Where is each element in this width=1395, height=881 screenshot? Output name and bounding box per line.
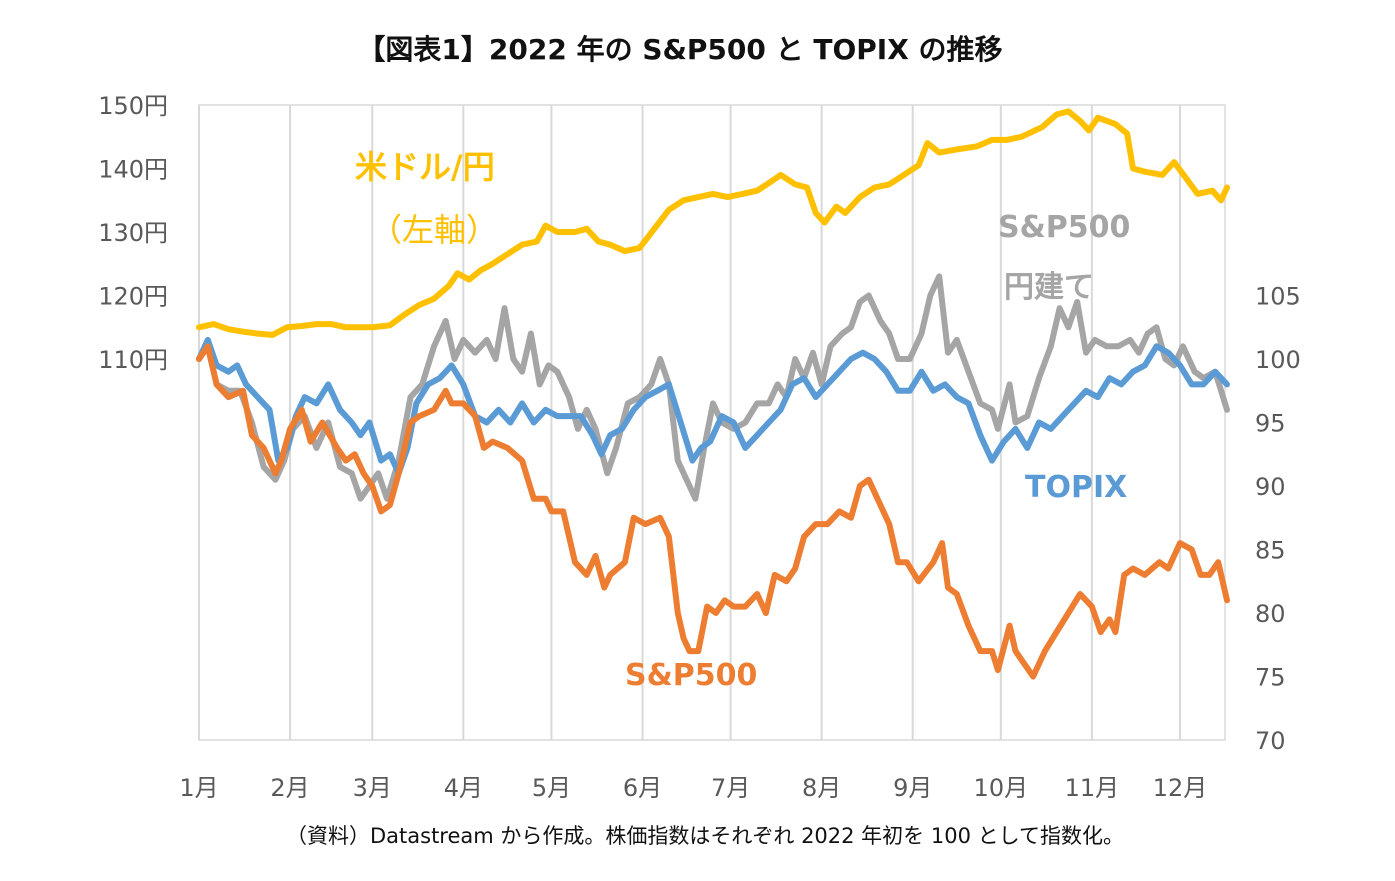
legend-sp500-yen-label: S&P500 (998, 210, 1131, 245)
chart-title: 【図表1】2022 年の S&P500 と TOPIX の推移 (357, 33, 1003, 66)
legend-usdjpy-sub: （左軸） (370, 211, 499, 249)
y-right-tick-label: 90 (1255, 473, 1286, 501)
x-tick-label: 11月 (1065, 774, 1120, 802)
x-tick-label: 8月 (802, 774, 841, 802)
y-right-tick-label: 105 (1255, 283, 1301, 311)
legend-usdjpy-label: 米ドル/円 (355, 148, 495, 186)
x-tick-label: 10月 (974, 774, 1029, 802)
y-right-tick-label: 100 (1255, 346, 1301, 374)
y-left-tick-label: 130円 (98, 219, 168, 247)
x-tick-label: 9月 (893, 774, 932, 802)
x-tick-label: 3月 (353, 774, 392, 802)
chart-caption: （資料）Datastream から作成。株価指数はそれぞれ 2022 年初を 1… (285, 824, 1124, 848)
x-tick-label: 4月 (444, 774, 483, 802)
y-right-tick-label: 95 (1255, 410, 1286, 438)
y-left-tick-label: 150円 (98, 92, 168, 120)
x-tick-label: 7月 (711, 774, 750, 802)
y-right-tick-label: 85 (1255, 537, 1286, 565)
x-tick-label: 6月 (623, 774, 662, 802)
series-line-0 (196, 108, 1230, 338)
y-left-tick-label: 140円 (98, 156, 168, 184)
series-line-2 (196, 336, 1230, 477)
y-left-tick-label: 120円 (98, 283, 168, 311)
legend-sp500-label: S&P500 (625, 658, 758, 693)
x-tick-label: 1月 (179, 774, 218, 802)
series-line-3 (196, 343, 1230, 680)
x-tick-label: 5月 (532, 774, 571, 802)
y-left-tick-label: 110円 (98, 346, 168, 374)
y-right-tick-label: 75 (1255, 664, 1286, 692)
legend-sp500-yen-sub: 円建て (1004, 270, 1094, 305)
x-tick-label: 12月 (1153, 774, 1208, 802)
y-right-tick-label: 80 (1255, 600, 1286, 628)
legend-topix-label: TOPIX (1025, 470, 1128, 505)
series-line-1 (196, 273, 1230, 502)
y-right-tick-label: 70 (1255, 727, 1286, 755)
x-tick-label: 2月 (270, 774, 309, 802)
